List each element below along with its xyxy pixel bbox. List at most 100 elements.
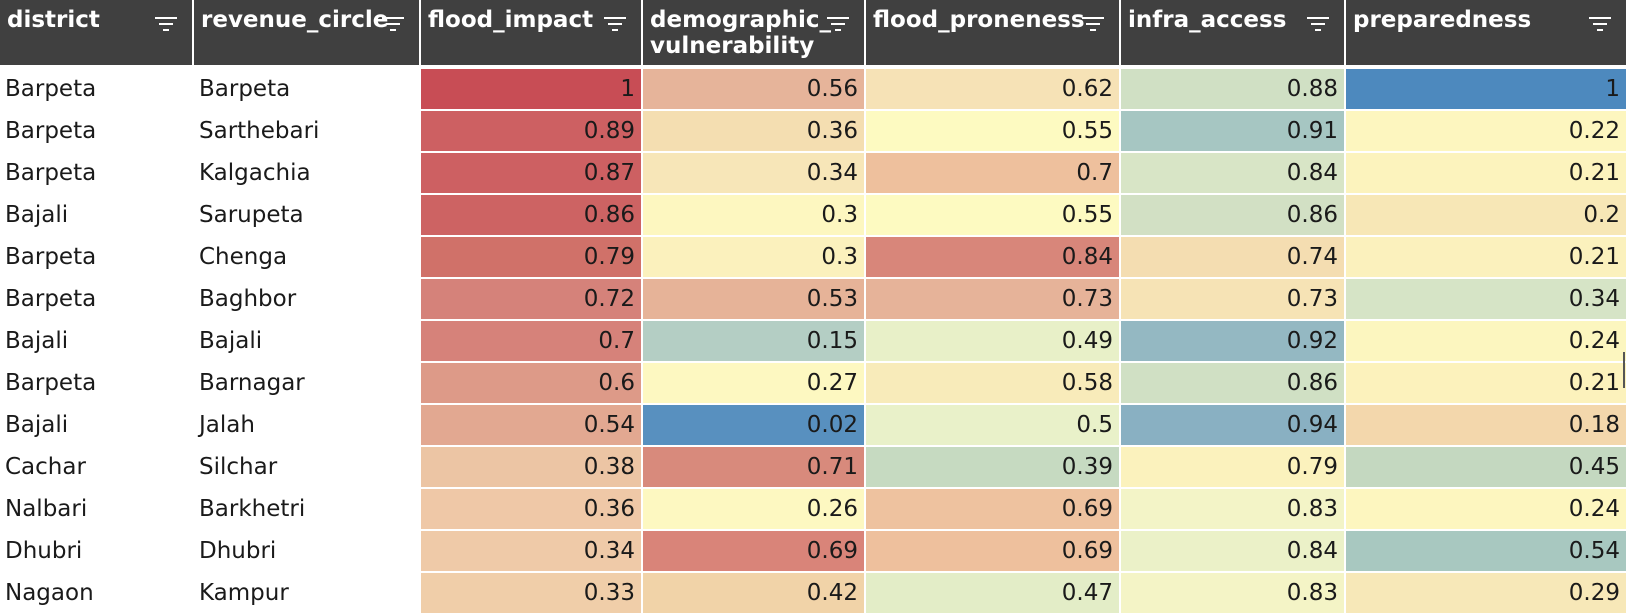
cell-infra-access[interactable]: 0.91 xyxy=(1120,109,1346,152)
cell-flood-proneness[interactable]: 0.55 xyxy=(865,193,1121,236)
cell-flood-impact[interactable]: 0.34 xyxy=(420,529,643,572)
cell-flood-proneness[interactable]: 0.73 xyxy=(865,277,1121,320)
cell-flood-impact[interactable]: 1 xyxy=(420,65,643,110)
filter-icon[interactable] xyxy=(1081,13,1105,35)
cell-flood-impact[interactable]: 0.33 xyxy=(420,571,643,613)
cell-revenue-circle[interactable]: Barnagar xyxy=(193,361,421,404)
cell-demographic-vulnerability[interactable]: 0.3 xyxy=(642,235,866,278)
cell-infra-access[interactable]: 0.79 xyxy=(1120,445,1346,488)
table-row[interactable]: Barpeta Sarthebari 0.89 0.36 0.55 0.91 0.22 xyxy=(0,109,1626,152)
cell-preparedness[interactable]: 0.54 xyxy=(1345,529,1626,572)
table-row[interactable]: Nagaon Kampur 0.33 0.42 0.47 0.83 0.29 xyxy=(0,571,1626,613)
table-row[interactable]: Bajali Sarupeta 0.86 0.3 0.55 0.86 0.2 xyxy=(0,193,1626,236)
cell-revenue-circle[interactable]: Barpeta xyxy=(193,65,421,110)
cell-infra-access[interactable]: 0.84 xyxy=(1120,151,1346,194)
cell-revenue-circle[interactable]: Jalah xyxy=(193,403,421,446)
cell-flood-impact[interactable]: 0.89 xyxy=(420,109,643,152)
cell-demographic-vulnerability[interactable]: 0.02 xyxy=(642,403,866,446)
cell-revenue-circle[interactable]: Sarupeta xyxy=(193,193,421,236)
cell-infra-access[interactable]: 0.83 xyxy=(1120,487,1346,530)
cell-infra-access[interactable]: 0.88 xyxy=(1120,65,1346,110)
cell-flood-impact[interactable]: 0.36 xyxy=(420,487,643,530)
table-row[interactable]: Barpeta Chenga 0.79 0.3 0.84 0.74 0.21 xyxy=(0,235,1626,278)
cell-preparedness[interactable]: 0.2 xyxy=(1345,193,1626,236)
table-row[interactable]: Dhubri Dhubri 0.34 0.69 0.69 0.84 0.54 xyxy=(0,529,1626,572)
cell-district[interactable]: Dhubri xyxy=(0,529,194,572)
cell-preparedness[interactable]: 0.21 xyxy=(1345,361,1626,404)
filter-icon[interactable] xyxy=(826,13,850,35)
cell-district[interactable]: Barpeta xyxy=(0,65,194,110)
filter-icon[interactable] xyxy=(381,13,405,35)
cell-flood-proneness[interactable]: 0.84 xyxy=(865,235,1121,278)
cell-district[interactable]: Barpeta xyxy=(0,235,194,278)
column-header-5[interactable]: infra_access xyxy=(1120,0,1346,67)
cell-infra-access[interactable]: 0.74 xyxy=(1120,235,1346,278)
column-header-6[interactable]: preparedness xyxy=(1345,0,1626,67)
cell-infra-access[interactable]: 0.84 xyxy=(1120,529,1346,572)
table-row[interactable]: Barpeta Kalgachia 0.87 0.34 0.7 0.84 0.21 xyxy=(0,151,1626,194)
cell-district[interactable]: Cachar xyxy=(0,445,194,488)
cell-demographic-vulnerability[interactable]: 0.71 xyxy=(642,445,866,488)
table-row[interactable]: Bajali Bajali 0.7 0.15 0.49 0.92 0.24 xyxy=(0,319,1626,362)
cell-demographic-vulnerability[interactable]: 0.42 xyxy=(642,571,866,613)
cell-demographic-vulnerability[interactable]: 0.69 xyxy=(642,529,866,572)
filter-icon[interactable] xyxy=(603,13,627,35)
cell-district[interactable]: Nagaon xyxy=(0,571,194,613)
cell-flood-proneness[interactable]: 0.5 xyxy=(865,403,1121,446)
cell-infra-access[interactable]: 0.86 xyxy=(1120,193,1346,236)
table-row[interactable]: Cachar Silchar 0.38 0.71 0.39 0.79 0.45 xyxy=(0,445,1626,488)
cell-infra-access[interactable]: 0.73 xyxy=(1120,277,1346,320)
cell-district[interactable]: Barpeta xyxy=(0,361,194,404)
cell-demographic-vulnerability[interactable]: 0.34 xyxy=(642,151,866,194)
table-row[interactable]: Nalbari Barkhetri 0.36 0.26 0.69 0.83 0.24 xyxy=(0,487,1626,530)
cell-flood-proneness[interactable]: 0.69 xyxy=(865,529,1121,572)
cell-preparedness[interactable]: 0.18 xyxy=(1345,403,1626,446)
cell-revenue-circle[interactable]: Kalgachia xyxy=(193,151,421,194)
cell-revenue-circle[interactable]: Chenga xyxy=(193,235,421,278)
cell-demographic-vulnerability[interactable]: 0.3 xyxy=(642,193,866,236)
table-row[interactable]: Barpeta Barpeta 1 0.56 0.62 0.88 1 xyxy=(0,65,1626,110)
cell-demographic-vulnerability[interactable]: 0.56 xyxy=(642,65,866,110)
filter-icon[interactable] xyxy=(1306,13,1330,35)
cell-district[interactable]: Barpeta xyxy=(0,277,194,320)
cell-flood-impact[interactable]: 0.79 xyxy=(420,235,643,278)
cell-demographic-vulnerability[interactable]: 0.53 xyxy=(642,277,866,320)
cell-flood-proneness[interactable]: 0.7 xyxy=(865,151,1121,194)
cell-flood-proneness[interactable]: 0.69 xyxy=(865,487,1121,530)
cell-flood-impact[interactable]: 0.72 xyxy=(420,277,643,320)
cell-flood-impact[interactable]: 0.6 xyxy=(420,361,643,404)
cell-demographic-vulnerability[interactable]: 0.26 xyxy=(642,487,866,530)
cell-district[interactable]: Bajali xyxy=(0,193,194,236)
column-header-2[interactable]: flood_impact xyxy=(420,0,643,67)
filter-icon[interactable] xyxy=(1588,13,1612,35)
cell-flood-proneness[interactable]: 0.55 xyxy=(865,109,1121,152)
cell-flood-impact[interactable]: 0.54 xyxy=(420,403,643,446)
cell-preparedness[interactable]: 0.21 xyxy=(1345,235,1626,278)
cell-flood-proneness[interactable]: 0.62 xyxy=(865,65,1121,110)
cell-preparedness[interactable]: 0.24 xyxy=(1345,319,1626,362)
cell-infra-access[interactable]: 0.92 xyxy=(1120,319,1346,362)
cell-infra-access[interactable]: 0.94 xyxy=(1120,403,1346,446)
column-header-0[interactable]: district xyxy=(0,0,194,67)
cell-demographic-vulnerability[interactable]: 0.27 xyxy=(642,361,866,404)
cell-preparedness[interactable]: 0.21 xyxy=(1345,151,1626,194)
cell-infra-access[interactable]: 0.83 xyxy=(1120,571,1346,613)
cell-flood-proneness[interactable]: 0.47 xyxy=(865,571,1121,613)
cell-district[interactable]: Barpeta xyxy=(0,109,194,152)
column-header-1[interactable]: revenue_circle xyxy=(193,0,421,67)
filter-icon[interactable] xyxy=(154,13,178,35)
cell-district[interactable]: Bajali xyxy=(0,403,194,446)
table-row[interactable]: Barpeta Barnagar 0.6 0.27 0.58 0.86 0.21 xyxy=(0,361,1626,404)
cell-preparedness[interactable]: 0.29 xyxy=(1345,571,1626,613)
cell-flood-impact[interactable]: 0.86 xyxy=(420,193,643,236)
cell-preparedness[interactable]: 0.34 xyxy=(1345,277,1626,320)
cell-revenue-circle[interactable]: Kampur xyxy=(193,571,421,613)
scrollbar-thumb[interactable] xyxy=(1623,352,1625,388)
cell-infra-access[interactable]: 0.86 xyxy=(1120,361,1346,404)
cell-preparedness[interactable]: 1 xyxy=(1345,65,1626,110)
cell-revenue-circle[interactable]: Baghbor xyxy=(193,277,421,320)
cell-revenue-circle[interactable]: Barkhetri xyxy=(193,487,421,530)
cell-revenue-circle[interactable]: Bajali xyxy=(193,319,421,362)
cell-revenue-circle[interactable]: Dhubri xyxy=(193,529,421,572)
cell-flood-proneness[interactable]: 0.58 xyxy=(865,361,1121,404)
